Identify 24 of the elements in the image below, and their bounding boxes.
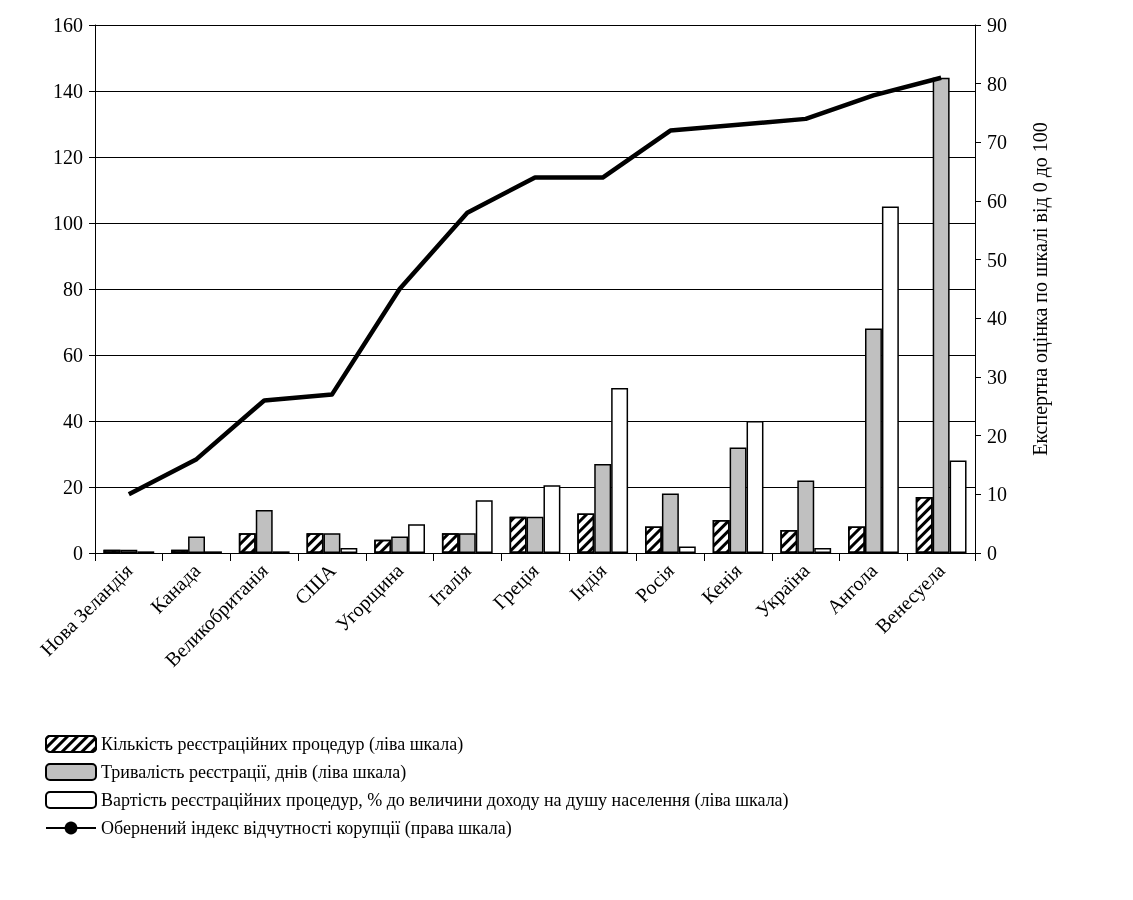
y2-tick-label: 20: [987, 424, 1007, 447]
y2-tick-label: 80: [987, 72, 1007, 95]
legend-label: Тривалість реєстрації, днів (ліва шкала): [101, 762, 407, 783]
y2-tick-label: 40: [987, 307, 1007, 330]
y2-tick-label: 0: [987, 542, 997, 564]
y-tick-label: 80: [63, 278, 83, 300]
y-tick-label: 160: [53, 14, 83, 36]
y-tick-label: 60: [63, 344, 83, 366]
legend-label: Вартість реєстраційних процедур, % до величини доходу на душу населення (ліва шкала): [101, 790, 789, 811]
y2-tick-label: 60: [987, 190, 1007, 212]
y-tick-label: 120: [53, 146, 83, 168]
y-tick-label: 20: [63, 476, 83, 498]
y-tick-label: 0: [73, 542, 83, 564]
legend-label: Обернений індекс відчутності корупції (права шкала): [101, 818, 512, 839]
y-tick-label: 140: [53, 80, 83, 102]
y2-tick-label: 30: [987, 366, 1007, 388]
y2-tick-label: 50: [987, 248, 1007, 271]
y2-tick-label: 70: [987, 131, 1007, 154]
y2-tick-label: 10: [987, 483, 1007, 506]
y-tick-label: 40: [63, 410, 83, 432]
y-tick-label: 100: [53, 212, 83, 234]
y2-tick-label: 90: [987, 14, 1007, 36]
y2-axis-title: Експертна оцінка по шкалі від 0 до 100: [1029, 122, 1052, 456]
legend-label: Кількість реєстраційних процедур (ліва шкала): [101, 734, 464, 755]
